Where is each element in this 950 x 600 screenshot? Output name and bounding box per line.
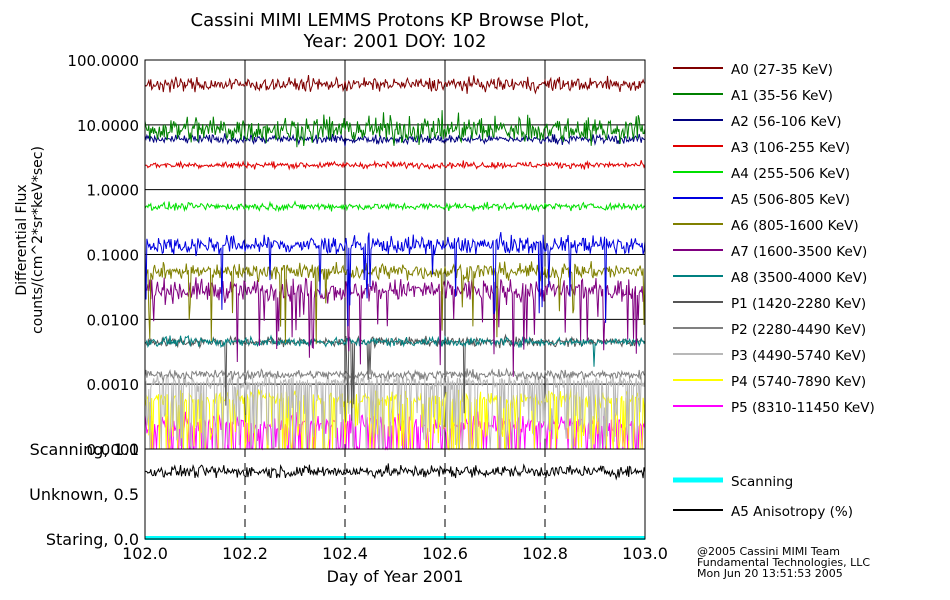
x-tick-label: 102.2	[222, 544, 268, 563]
y-tick-label: 0.0010	[87, 376, 140, 394]
legend-label: A7 (1600-3500 KeV)	[731, 244, 867, 260]
series-line-8	[144, 334, 646, 367]
footer-company: Fundamental Technologies, LLC	[697, 556, 870, 569]
y-tick-label: 1.0000	[87, 182, 140, 200]
legend-label: A4 (255-506 KeV)	[731, 166, 850, 182]
x-tick-label: 103.0	[622, 544, 668, 563]
legend-label: P1 (1420-2280 KeV)	[731, 296, 866, 312]
bottom-y-tick-label: Unknown, 0.5	[29, 485, 139, 504]
series-line-13	[144, 411, 646, 451]
legend-label: P2 (2280-4490 KeV)	[731, 322, 866, 338]
legend-label: A2 (56-106 KeV)	[731, 114, 841, 130]
legend-label: A5 Anisotropy (%)	[731, 504, 853, 520]
legend-label: A6 (805-1600 KeV)	[731, 218, 859, 234]
legend-label: A0 (27-35 KeV)	[731, 62, 833, 78]
series-line-1	[144, 110, 646, 148]
y-tick-label: 0.0001	[87, 441, 140, 459]
chart-subtitle: Year: 2001 DOY: 102	[303, 31, 487, 52]
bottom-y-tick-label: Scanning, 1.0	[30, 440, 139, 459]
y-tick-label: 10.0000	[77, 117, 139, 135]
series-line-7	[144, 277, 646, 377]
series-line-3	[144, 159, 646, 171]
footer-timestamp: Mon Jun 20 13:51:53 2005	[697, 567, 843, 580]
y-tick-label: 100.0000	[67, 52, 139, 70]
bottom-y-tick-label: Staring, 0.0	[46, 530, 139, 549]
x-axis-label: Day of Year 2001	[327, 567, 464, 586]
x-tick-label: 102.4	[322, 544, 368, 563]
footer: @2005 Cassini MIMI Team Fundamental Tech…	[697, 545, 870, 580]
legend-label: A3 (106-255 KeV)	[731, 140, 850, 156]
legend-label: P5 (8310-11450 KeV)	[731, 400, 875, 416]
anisotropy-panel: Scanning, 1.0 Unknown, 0.5 Staring, 0.0	[29, 440, 646, 549]
series-line-9	[144, 333, 646, 421]
anisotropy-line	[144, 463, 646, 481]
y-tick-label: 0.0100	[87, 311, 140, 329]
legend-label: P4 (5740-7890 KeV)	[731, 374, 866, 390]
footer-copyright: @2005 Cassini MIMI Team	[697, 545, 840, 558]
flux-panel: 100.0000 10.0000 1.0000 0.1000 0.0100 0.0010 0…	[67, 52, 646, 459]
legend-label: A1 (35-56 KeV)	[731, 88, 833, 104]
series-line-11	[144, 373, 646, 450]
legend: A0 (27-35 KeV) A1 (35-56 KeV) A2 (56-106 K…	[673, 62, 875, 520]
bottom-panel-frame	[144, 448, 646, 540]
chart-title: Cassini MIMI LEMMS Protons KP Browse Plo…	[191, 10, 590, 31]
series-line-2	[144, 132, 646, 147]
legend-label: A5 (506-805 KeV)	[731, 192, 850, 208]
series-line-4	[144, 200, 646, 213]
y-axis-label-line1: Differential Flux	[14, 184, 30, 295]
x-tick-label: 102.6	[422, 544, 468, 563]
series-line-10	[144, 367, 646, 383]
legend-label: A8 (3500-4000 KeV)	[731, 270, 867, 286]
y-tick-label: 0.1000	[87, 247, 140, 265]
series-line-6	[144, 261, 646, 345]
legend-label: Scanning	[731, 474, 793, 490]
series-line-0	[144, 75, 646, 95]
x-tick-label: 102.8	[522, 544, 568, 563]
legend-label: P3 (4490-5740 KeV)	[731, 348, 866, 364]
y-axis-label-line2: counts/(cm^2*sr*keV*sec)	[30, 146, 46, 334]
series-line-5	[144, 232, 646, 327]
x-tick-label: 102.0	[122, 544, 168, 563]
x-axis-ticks: 102.0 102.2 102.4 102.6 102.8 103.0	[122, 533, 668, 563]
